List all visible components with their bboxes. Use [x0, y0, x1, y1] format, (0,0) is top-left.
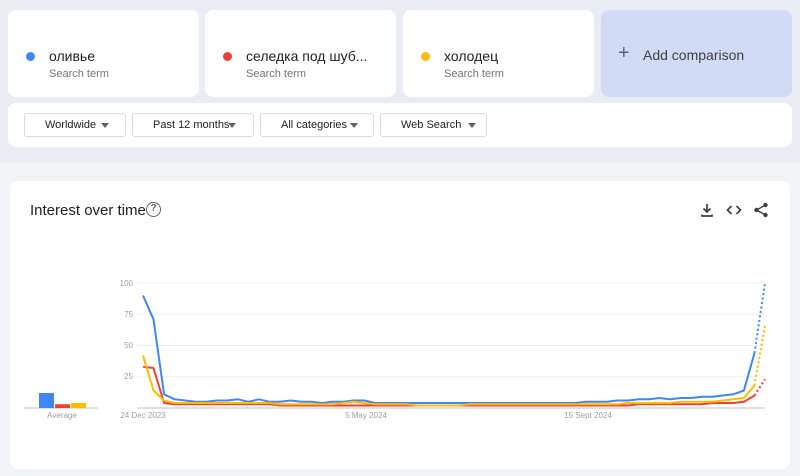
chip-label: Worldwide [45, 119, 97, 131]
chip-label: Web Search [401, 119, 462, 131]
chevron-down-icon [468, 123, 476, 128]
term-sub: Search term [246, 68, 306, 80]
time-filter[interactable]: Past 12 months [132, 113, 254, 137]
add-comparison-button[interactable]: + Add comparison [601, 10, 792, 97]
chevron-down-icon [101, 123, 109, 128]
region-filter[interactable]: Worldwide [24, 113, 126, 137]
panel-title: Interest over time [30, 202, 146, 219]
chevron-down-icon [350, 123, 358, 128]
series-color-dot [26, 52, 35, 61]
plus-icon: + [618, 42, 630, 64]
term-sub: Search term [49, 68, 109, 80]
term-card-seledka[interactable]: селедка под шуб... Search term [205, 10, 396, 97]
series-color-dot [421, 52, 430, 61]
share-icon[interactable] [752, 201, 770, 219]
download-icon[interactable] [698, 201, 716, 219]
add-comparison-label: Add comparison [643, 47, 745, 63]
category-filter[interactable]: All categories [260, 113, 374, 137]
chip-label: All categories [281, 119, 348, 131]
term-name[interactable]: холодец [444, 48, 499, 64]
chevron-down-icon [228, 123, 236, 128]
term-card-olivie[interactable]: оливье Search term [8, 10, 199, 97]
interest-over-time-panel: Interest over time ? [10, 181, 790, 469]
series-color-dot [223, 52, 232, 61]
term-sub: Search term [444, 68, 504, 80]
term-name[interactable]: оливье [49, 48, 95, 64]
chip-label: Past 12 months [153, 119, 230, 131]
embed-icon[interactable] [725, 201, 743, 219]
filter-bar: Worldwide Past 12 months All categories … [8, 103, 792, 147]
help-icon[interactable]: ? [146, 202, 161, 217]
term-card-holodec[interactable]: холодец Search term [403, 10, 594, 97]
term-name[interactable]: селедка под шуб... [246, 48, 368, 64]
search-type-filter[interactable]: Web Search [380, 113, 487, 137]
